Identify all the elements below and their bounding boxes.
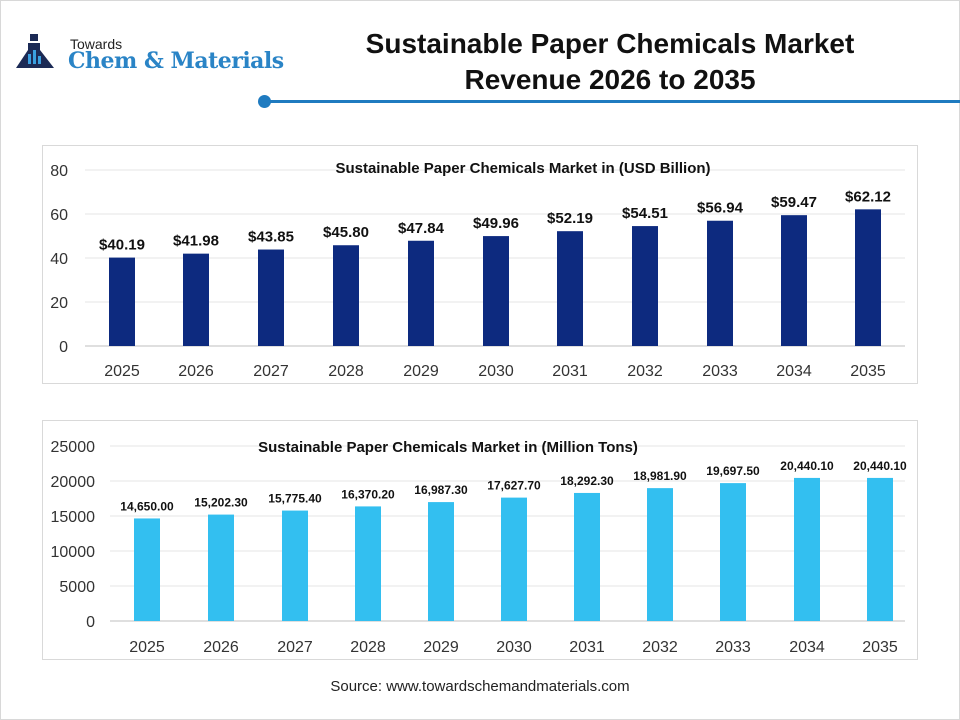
x-tick-label: 2035 [862,639,898,656]
bar [333,245,359,346]
y-tick-label: 20000 [51,474,96,491]
bar [483,236,509,346]
logo-towards: Towards [70,36,123,52]
title-line-1: Sustainable Paper Chemicals Market [365,28,855,59]
data-label: $62.12 [845,188,891,205]
data-label: $41.98 [173,233,219,250]
bar [632,226,658,346]
x-tick-label: 2029 [423,639,459,656]
bar [183,253,209,346]
data-label: 18,292.30 [560,474,614,488]
data-label: 20,440.10 [780,459,834,473]
data-label: $40.19 [99,237,145,254]
data-label: 18,981.90 [633,469,687,483]
chart-box-tons [42,420,918,660]
y-tick-label: 60 [50,207,68,224]
bar [282,510,308,621]
x-tick-label: 2025 [104,363,140,380]
x-tick-label: 2033 [715,639,751,656]
bar [208,514,234,621]
x-tick-label: 2034 [789,639,825,656]
y-tick-label: 25000 [51,439,96,456]
bar [501,497,527,621]
data-label: $59.47 [771,194,817,211]
bar [428,502,454,621]
chart-title: Sustainable Paper Chemicals Market in (U… [335,160,710,177]
x-tick-label: 2032 [642,639,678,656]
title-rule-dot [258,95,271,108]
data-label: $43.85 [248,229,294,246]
y-tick-label: 15000 [51,509,96,526]
bar [355,506,381,621]
flask-icon [16,34,54,68]
x-tick-label: 2026 [203,639,239,656]
data-label: 15,202.30 [194,496,248,510]
y-tick-label: 10000 [51,544,96,561]
x-tick-label: 2027 [277,639,313,656]
y-tick-label: 0 [86,614,95,631]
bar [408,240,434,346]
data-label: $45.80 [323,224,369,241]
data-label: $54.51 [622,205,668,222]
source-text: Source: www.towardschemandmaterials.com [330,678,630,695]
x-tick-label: 2026 [178,363,214,380]
y-tick-label: 20 [50,295,68,312]
bar [557,231,583,346]
data-label: $47.84 [398,220,445,237]
data-label: 20,440.10 [853,459,907,473]
x-tick-label: 2029 [403,363,439,380]
x-tick-label: 2031 [569,639,605,656]
data-label: 14,650.00 [120,499,174,513]
data-label: $52.19 [547,210,593,227]
y-tick-label: 40 [50,251,68,268]
bar [134,518,160,621]
bar [781,215,807,346]
data-label: $56.94 [697,200,744,217]
data-label: 16,370.20 [341,487,395,501]
page-title: Sustainable Paper Chemicals Market Reven… [300,26,920,98]
logo-chem-materials: Chem & Materials [68,48,284,74]
data-label: 19,697.50 [706,464,760,478]
bar [109,257,135,346]
title-line-2: Revenue 2026 to 2035 [464,64,756,95]
data-label: 17,627.70 [487,479,541,493]
y-tick-label: 5000 [59,579,95,596]
x-tick-label: 2030 [478,363,514,380]
bar [867,477,893,621]
x-tick-label: 2033 [702,363,738,380]
x-tick-label: 2025 [129,639,165,656]
chart-title: Sustainable Paper Chemicals Market in (M… [258,439,638,456]
x-tick-label: 2027 [253,363,289,380]
bar [647,488,673,621]
x-tick-label: 2031 [552,363,588,380]
bar [258,249,284,346]
title-rule [266,100,960,103]
y-tick-label: 80 [50,163,68,180]
x-tick-label: 2034 [776,363,812,380]
x-tick-label: 2035 [850,363,886,380]
data-label: 16,987.30 [414,483,468,497]
x-tick-label: 2030 [496,639,532,656]
data-label: $49.96 [473,215,519,232]
y-tick-label: 0 [59,339,68,356]
bar [707,220,733,346]
x-tick-label: 2032 [627,363,663,380]
x-tick-label: 2028 [328,363,364,380]
bar [574,492,600,621]
data-label: 15,775.40 [268,492,322,506]
bar [855,209,881,346]
bar [720,483,746,621]
x-tick-label: 2028 [350,639,386,656]
bar [794,477,820,621]
